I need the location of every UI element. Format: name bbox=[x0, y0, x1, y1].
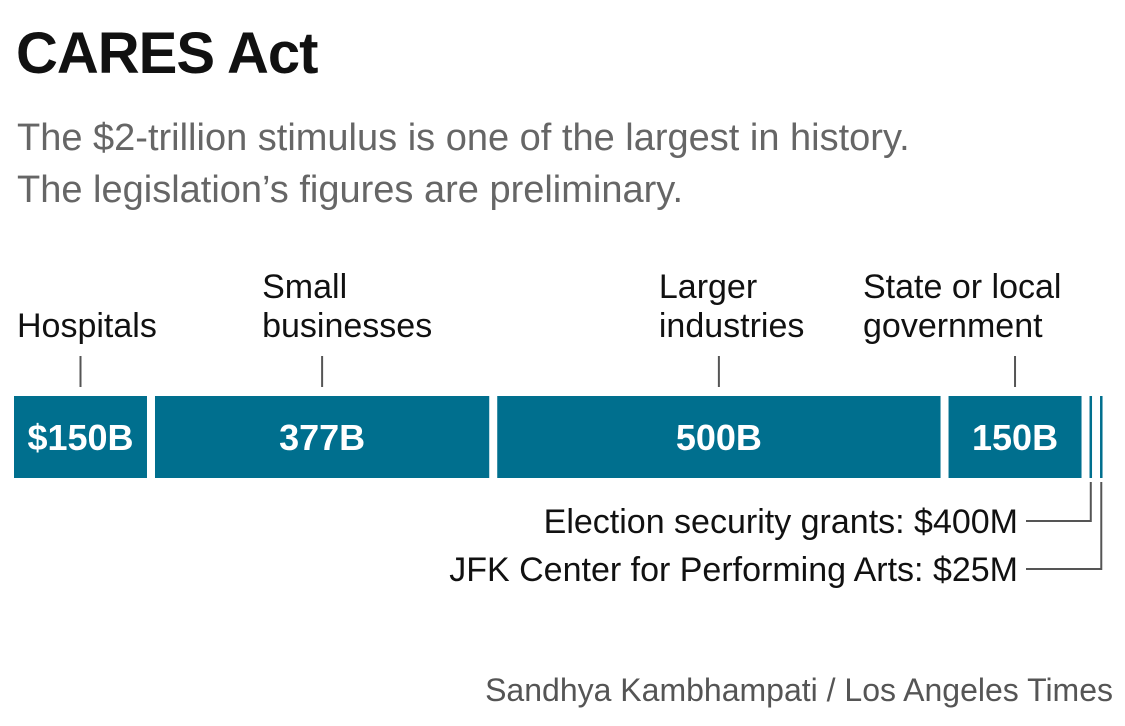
bar-value-label: 377B bbox=[279, 417, 365, 458]
bar-segment bbox=[948, 396, 1082, 478]
bar-segment bbox=[1089, 396, 1093, 478]
bar-segment bbox=[154, 396, 490, 478]
chart-title: CARES Act bbox=[16, 21, 318, 86]
subtitle-line: The legislation’s figures are preliminar… bbox=[17, 169, 684, 211]
bar-value-label: 150B bbox=[972, 417, 1058, 458]
bar-segment bbox=[497, 396, 941, 478]
category-label: government bbox=[863, 307, 1043, 345]
source-credit: Sandhya Kambhampati / Los Angeles Times bbox=[485, 672, 1113, 708]
category-label: Small bbox=[262, 268, 347, 306]
annotation-label: JFK Center for Performing Arts: $25M bbox=[449, 551, 1018, 589]
category-label: Hospitals bbox=[17, 307, 157, 345]
bar-value-label: 500B bbox=[676, 417, 762, 458]
annotation-leader bbox=[1026, 482, 1092, 522]
category-label: Larger bbox=[659, 268, 757, 306]
bar-value-label: $150B bbox=[27, 417, 133, 458]
bar-segment bbox=[1100, 396, 1103, 478]
category-label: industries bbox=[659, 307, 805, 345]
category-label: State or local bbox=[863, 268, 1061, 306]
category-label: businesses bbox=[262, 307, 432, 345]
bar-segment bbox=[14, 396, 147, 478]
annotation-leader bbox=[1026, 482, 1103, 570]
subtitle-line: The $2-trillion stimulus is one of the l… bbox=[17, 117, 910, 159]
annotation-label: Election security grants: $400M bbox=[544, 503, 1018, 541]
chart-subtitle: The $2-trillion stimulus is one of the l… bbox=[17, 112, 1117, 216]
